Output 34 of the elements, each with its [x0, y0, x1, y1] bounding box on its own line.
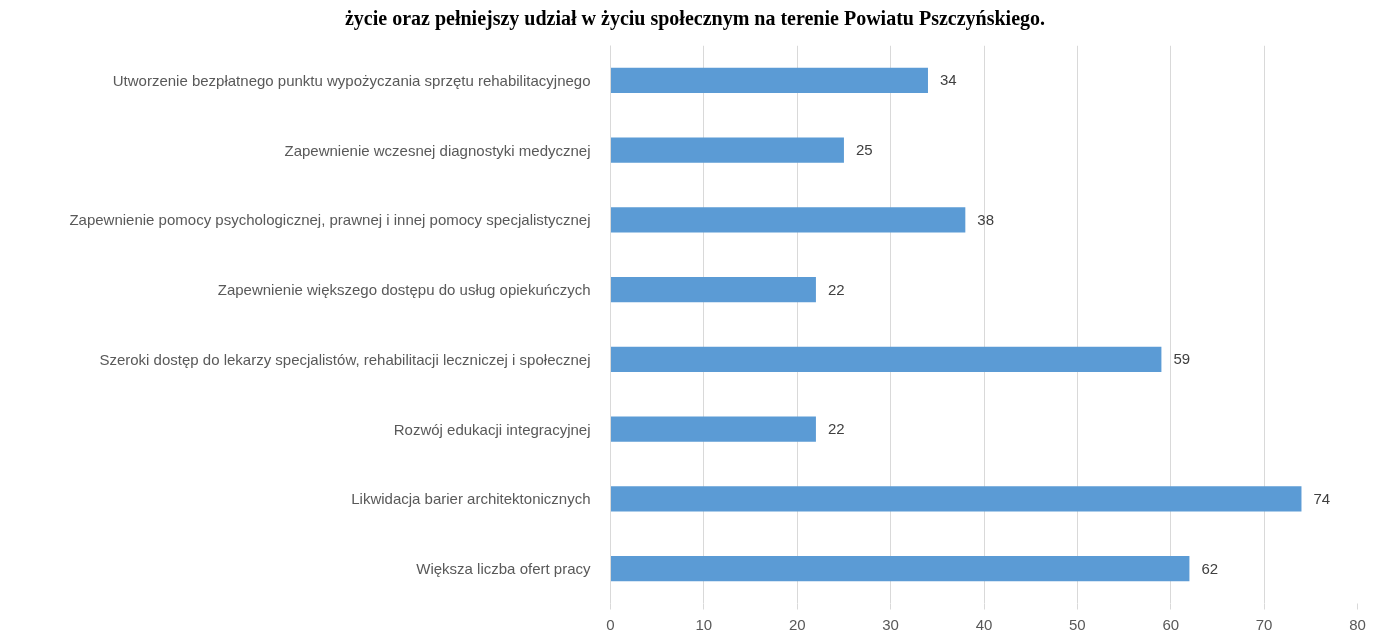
data-label: 74	[1313, 489, 1331, 507]
y-tick-label: Likwidacja barier architektonicznych	[351, 490, 591, 508]
data-label: 22	[827, 420, 845, 438]
data-label: 25	[855, 141, 873, 159]
x-tick-label: 50	[1069, 615, 1086, 633]
y-tick-label: Utworzenie bezpłatnego punktu wypożyczania sprzętu rehabilitacyjnego	[112, 71, 591, 89]
y-tick-label: Rozwój edukacji integracyjnej	[393, 420, 591, 438]
data-label: 38	[977, 210, 995, 228]
y-tick-label: Zapewnienie większego dostępu do usług opiekuńczych	[217, 281, 591, 299]
bar	[610, 67, 928, 93]
y-tick-label: Zapewnienie pomocy psychologicznej, prawnej i innej pomocy specjalistycznej	[69, 211, 591, 229]
x-tick-label: 40	[975, 615, 993, 633]
bar	[610, 277, 816, 303]
data-label: 34	[939, 71, 957, 89]
data-label: 22	[827, 280, 845, 298]
x-tick-label: 80	[1349, 615, 1366, 633]
y-tick-label: Szeroki dostęp do lekarzy specjalistów, rehabilitacji leczniczej i społecznej	[99, 350, 591, 368]
x-tick-label: 10	[695, 615, 713, 633]
x-tick-label: 60	[1162, 615, 1180, 633]
y-tick-label: Zapewnienie wczesnej diagnostyki medycznej	[284, 141, 591, 159]
bar	[610, 137, 844, 163]
y-tick-label: Większa liczba ofert pracy	[416, 560, 591, 578]
bar	[610, 346, 1162, 372]
bar	[610, 486, 1302, 512]
bar	[610, 416, 816, 442]
x-tick-label: 70	[1255, 615, 1273, 633]
data-label: 59	[1173, 350, 1191, 368]
x-tick-label: 30	[882, 615, 899, 633]
bar	[610, 556, 1190, 582]
x-tick-label: 20	[788, 615, 806, 633]
chart-title: życie oraz pełniejszy udział w życiu społecznym na terenie Powiatu Pszczyńskiego.	[344, 6, 1046, 31]
bar	[610, 207, 966, 233]
x-tick-label: 0	[606, 615, 615, 633]
data-label: 62	[1201, 559, 1219, 577]
